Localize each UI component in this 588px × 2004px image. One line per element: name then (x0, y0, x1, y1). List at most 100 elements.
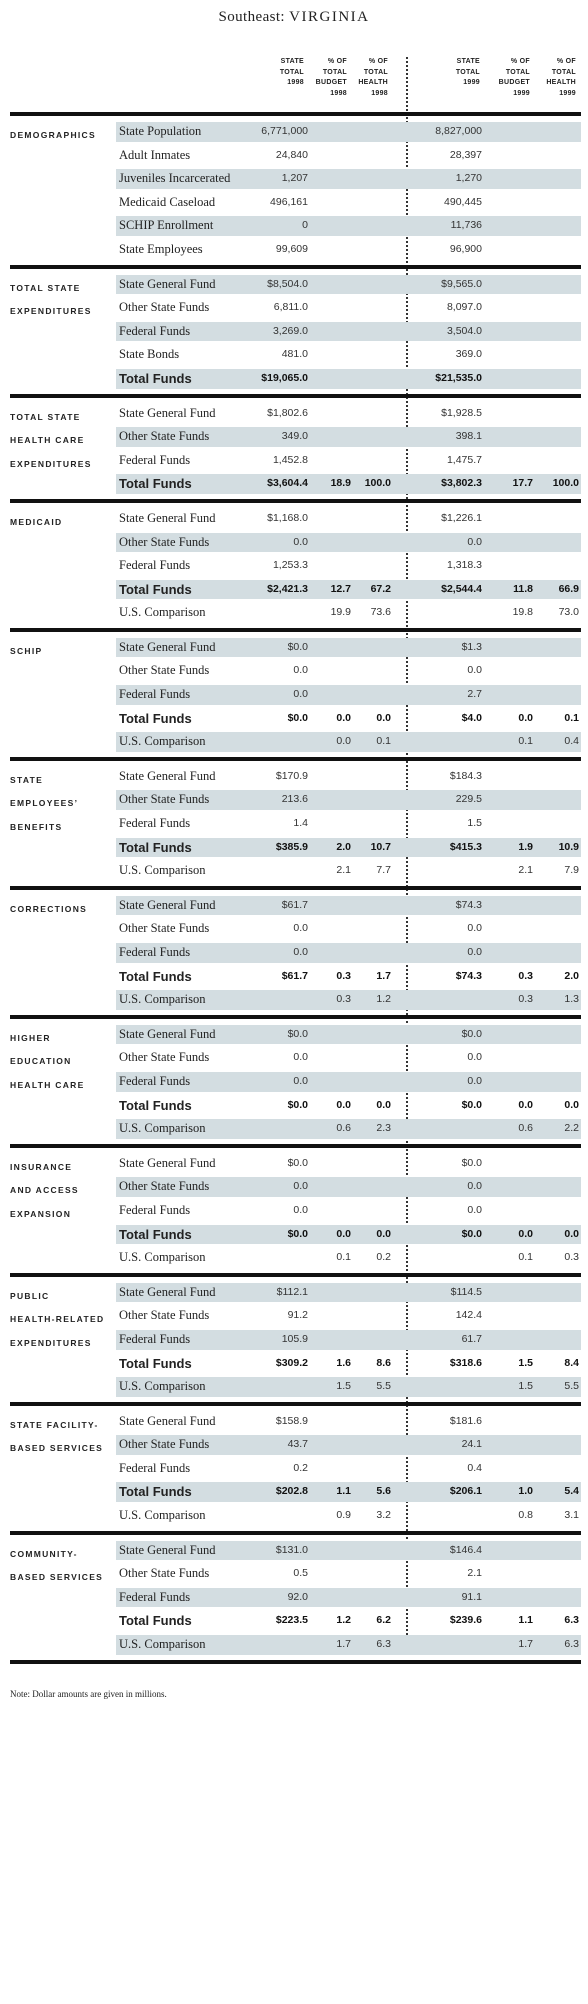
cell-value: 1.9 (518, 840, 533, 853)
title-region: Southeast: (218, 9, 285, 25)
row-label: Total Funds (119, 968, 192, 984)
section: DEMOGRAPHICS State Population 6,771,000 8,8… (10, 116, 581, 265)
row-shading (116, 837, 581, 858)
cell-value: 0.0 (467, 1203, 482, 1216)
table-row: State General Fund $0.0 $0.0 (10, 1023, 581, 1047)
cell-value: 0.0 (467, 1074, 482, 1087)
row-shading (116, 1282, 581, 1303)
cell-value: 0.0 (293, 664, 308, 677)
cell-value: 0.0 (376, 1227, 391, 1240)
section-label-line: SCHIP (10, 645, 43, 656)
row-label: Other State Funds (119, 663, 210, 678)
total-row: Total Funds $0.0 0.0 0.0 $4.0 0.0 0.1 (10, 707, 581, 731)
cell-value: $114.5 (450, 1285, 482, 1298)
row-label: Total Funds (119, 1097, 192, 1113)
row-shading (116, 943, 581, 963)
row-label: Other State Funds (119, 534, 210, 549)
cell-value: $1.3 (461, 640, 482, 653)
row-label: SCHIP Enrollment (119, 218, 214, 233)
cell-value: 7.9 (564, 864, 579, 877)
cell-value: 0.0 (376, 711, 391, 724)
row-shading (116, 637, 581, 658)
section: INSURANCE AND ACCESS EXPANSION State Genera… (10, 1148, 581, 1273)
section: CORRECTIONS State General Fund $61.7 $74.3 O… (10, 890, 581, 1015)
table-row: Other State Funds 0.0 0.0 (10, 1046, 581, 1070)
table-row: Other State Funds 6,811.0 8,097.0 (10, 296, 581, 320)
cell-value: 1.6 (336, 1356, 351, 1369)
table-row: State General Fund $158.9 $181.6 (10, 1410, 581, 1434)
section-label-line: HIGHER (10, 1032, 51, 1043)
cell-value: 1,475.7 (446, 453, 482, 466)
table-row: U.S. Comparison 1.5 5.5 1.5 5.5 (10, 1375, 581, 1399)
cell-value: 398.1 (455, 430, 482, 443)
row-shading (116, 579, 581, 600)
cell-value: $318.6 (449, 1356, 482, 1369)
cell-value: 1.5 (336, 1380, 351, 1393)
row-shading (116, 1224, 581, 1245)
row-label: Other State Funds (119, 1566, 210, 1581)
cell-value: 0.0 (564, 1227, 579, 1240)
table-row: U.S. Comparison 0.3 1.2 0.3 1.3 (10, 988, 581, 1012)
cell-value: 1,452.8 (272, 453, 308, 466)
table-row: Medicaid Caseload 496,161 490,445 (10, 191, 581, 215)
cell-value: $202.8 (275, 1485, 308, 1498)
cell-value: 0.3 (336, 969, 351, 982)
table-row: U.S. Comparison 0.1 0.2 0.1 0.3 (10, 1246, 581, 1270)
row-label: Total Funds (119, 1613, 192, 1629)
row-label: Total Funds (119, 370, 192, 386)
total-row: Total Funds $3,604.4 18.9 100.0 $3,802.3 17.7… (10, 472, 581, 496)
cell-value: 0.3 (564, 1251, 579, 1264)
cell-value: 5.6 (376, 1485, 391, 1498)
row-label: Juveniles Incarcerated (119, 171, 231, 186)
section-label: COMMUNITY- BASED SERVICES (10, 1543, 118, 1590)
row-label: U.S. Comparison (119, 605, 206, 620)
cell-value: $4.0 (461, 711, 482, 724)
section-label: DEMOGRAPHICS (10, 124, 118, 148)
table-row: Federal Funds 0.2 0.4 (10, 1457, 581, 1481)
cell-value: 6.3 (564, 1638, 579, 1651)
cell-value: $74.3 (455, 969, 482, 982)
row-shading (116, 1329, 581, 1350)
row-label: State General Fund (119, 1284, 216, 1299)
cell-value: 0.0 (336, 735, 351, 748)
section-label-line: EXPENDITURES (10, 306, 92, 317)
cell-value: 0.1 (376, 735, 391, 748)
cell-value: 0.1 (518, 1251, 533, 1264)
cell-value: 1.7 (376, 969, 391, 982)
row-label: Federal Funds (119, 1202, 191, 1217)
cell-value: 8,827,000 (435, 125, 482, 137)
row-label: U.S. Comparison (119, 1508, 206, 1523)
cell-value: 1.5 (467, 817, 482, 830)
row-label: Other State Funds (119, 429, 210, 444)
row-label: State General Fund (119, 510, 216, 525)
row-shading (116, 685, 581, 705)
section: STATE EMPLOYEES’ BENEFITS State General Fun… (10, 761, 581, 886)
section-label-line: PUBLIC (10, 1290, 50, 1301)
footnote: Note: Dollar amounts are given in millio… (10, 1689, 167, 1699)
table-row: State General Fund $131.0 $146.4 (10, 1539, 581, 1563)
cell-value: 0.0 (293, 535, 308, 548)
cell-value: $131.0 (275, 1543, 308, 1556)
cell-value: 2.1 (336, 864, 351, 877)
section-rule (10, 112, 581, 116)
cell-value: 1,207 (281, 172, 308, 185)
cell-value: 0.0 (293, 1074, 308, 1087)
cell-value: $170.9 (275, 769, 308, 782)
cell-value: 0.2 (376, 1251, 391, 1264)
row-label: State General Fund (119, 1413, 216, 1428)
cell-value: 3.2 (376, 1509, 391, 1522)
table-row: U.S. Comparison 0.6 2.3 0.6 2.2 (10, 1117, 581, 1141)
cell-value: 0.0 (564, 1098, 579, 1111)
row-label: Federal Funds (119, 687, 191, 702)
cell-value: 1.2 (376, 993, 391, 1006)
cell-value: $1,168.0 (267, 511, 308, 524)
row-shading (116, 474, 581, 494)
cell-value: 1.0 (518, 1485, 533, 1498)
cell-value: 0.0 (336, 711, 351, 724)
cell-value: 0.0 (467, 1051, 482, 1064)
row-shading (116, 368, 581, 389)
section-label: SCHIP (10, 640, 118, 664)
section-rule (10, 1272, 581, 1277)
row-shading (116, 1435, 581, 1455)
cell-value: 481.0 (281, 348, 308, 361)
